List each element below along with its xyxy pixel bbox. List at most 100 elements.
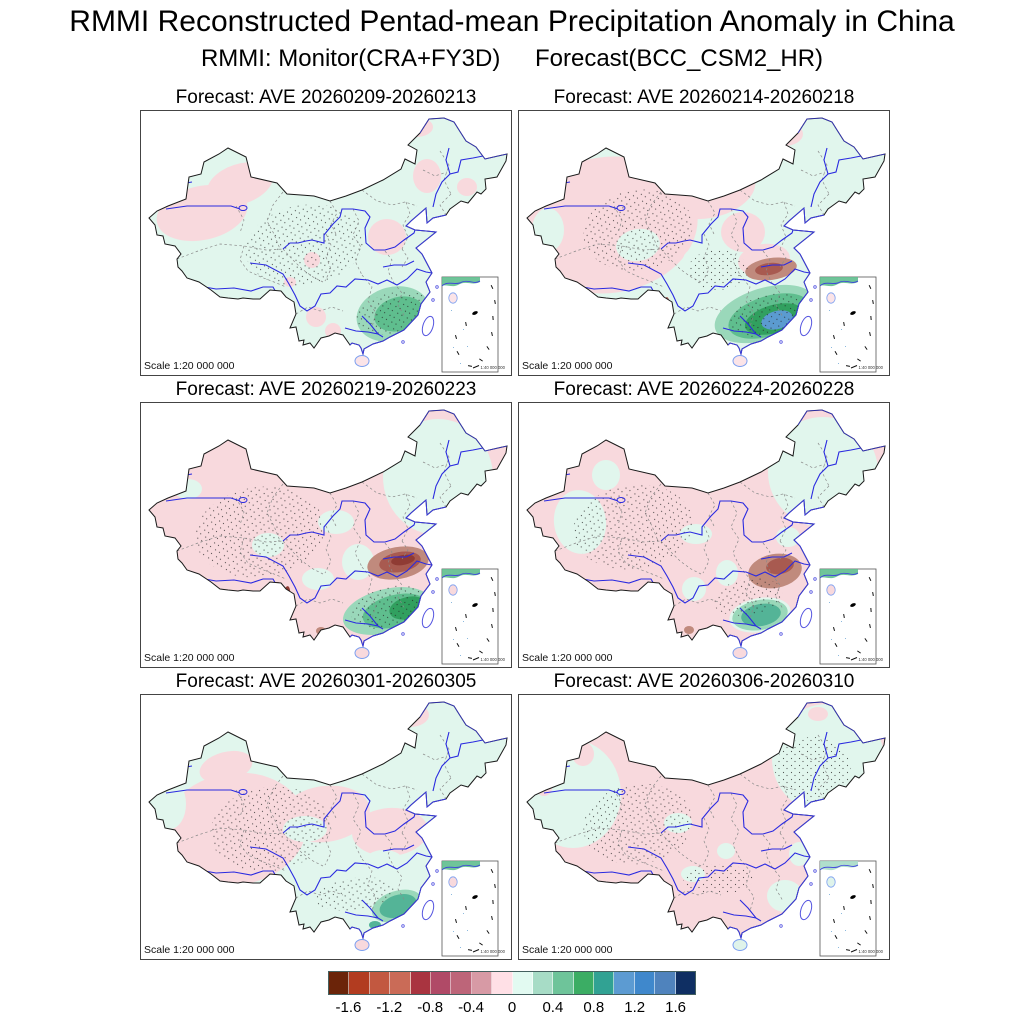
inset-blue-speck [831, 639, 832, 640]
anomaly-region [682, 577, 706, 601]
province-border [422, 753, 448, 761]
inset-nine-dash [845, 365, 851, 367]
inset-blue-speck [841, 621, 842, 622]
inset-coastline [819, 280, 859, 287]
inset-scale-dash [472, 365, 480, 369]
panel-frame [518, 110, 890, 376]
inset-blue-speck [451, 310, 452, 311]
colorbar-tick-label: 1.6 [665, 999, 686, 1016]
taiwan-island [421, 315, 435, 337]
province-border [352, 792, 363, 860]
province-border [401, 201, 411, 250]
colorbar-segment [532, 972, 554, 994]
inset-nine-dash [869, 915, 871, 921]
river [249, 262, 433, 312]
colorbar-segment [594, 972, 615, 994]
inset-nine-dash [872, 883, 874, 889]
inset-nine-dash [857, 942, 861, 946]
river [361, 607, 379, 627]
inset-scale-label: 1:40 000 000 [859, 657, 884, 662]
colorbar-tick-label: 0 [507, 999, 517, 1016]
inset-nine-dash [467, 365, 473, 367]
inset-island-group [472, 603, 478, 607]
inset-nine-dash [857, 358, 861, 362]
province-border [730, 208, 741, 276]
inset-nine-dash [864, 930, 868, 934]
province-border [644, 483, 662, 542]
inset-nine-dash [494, 883, 496, 889]
coastal-islet [431, 590, 435, 594]
inset-coast-anomaly [442, 569, 480, 579]
inset-blue-speck [451, 602, 452, 603]
province-border [644, 775, 662, 834]
province-border [401, 248, 409, 268]
province-border [613, 205, 623, 234]
inset-nine-dash [832, 334, 836, 340]
province-border [266, 775, 284, 834]
inset-island-group [472, 311, 478, 315]
colorbar-tick-label: -1.2 [376, 999, 403, 1016]
anomaly-region [302, 568, 334, 590]
inset-nine-dash [843, 613, 845, 619]
colorbar-tick-label: 0.4 [542, 999, 564, 1016]
colorbar [328, 971, 696, 995]
province-border [707, 492, 716, 527]
stipple-overlay [688, 250, 748, 290]
forecast-map-panel: Forecast: AVE 20260219-20260223 Scale 1:2… [140, 379, 512, 668]
province-border [673, 306, 722, 315]
province-border [361, 189, 418, 207]
inset-blue-speck [463, 913, 464, 914]
inset-blue-speck [845, 930, 846, 931]
province-border [739, 189, 796, 207]
inset-scale-dash [850, 949, 858, 953]
coastal-islet [435, 577, 439, 581]
province-border [739, 274, 755, 328]
inset-nine-dash [490, 284, 494, 290]
lake [616, 789, 626, 795]
china-anomaly-map: Scale 1:20 000 000 1:40 000 000 [140, 402, 512, 668]
province-border [266, 483, 284, 542]
inset-blue-speck [841, 329, 842, 330]
colorbar-tick-label: -0.4 [458, 999, 485, 1016]
inset-nine-dash [864, 346, 868, 350]
anomaly-region [808, 707, 828, 721]
anomaly-region [306, 307, 326, 327]
inset-nine-dash [467, 949, 473, 951]
inset-nine-dash [479, 358, 483, 362]
stipple-overlay [583, 783, 693, 865]
river [282, 500, 416, 543]
coastal-islet [809, 590, 813, 594]
colorbar-tick-label: 0.8 [583, 999, 605, 1016]
hainan-island [732, 647, 748, 659]
china-anomaly-map: Scale 1:20 000 000 1:40 000 000 [518, 402, 890, 668]
coastal-islet [809, 298, 813, 302]
coastline [727, 790, 825, 940]
anomaly-region [342, 544, 374, 580]
panel-title: Forecast: AVE 20260224-20260228 [553, 379, 855, 400]
colorbar-segment [492, 972, 513, 994]
inset-nine-dash [486, 930, 490, 934]
coastal-islet [435, 869, 439, 873]
inset-blue-speck [460, 947, 461, 948]
lake [238, 789, 248, 795]
inset-nine-dash [857, 650, 861, 654]
province-border [613, 789, 623, 818]
inset-hainan [448, 292, 458, 304]
province-border [239, 537, 287, 580]
stipple-overlay [683, 864, 753, 894]
forecast-map-panel: Forecast: AVE 20260224-20260228 Scale 1:2… [518, 379, 890, 668]
coastal-islet [779, 632, 783, 636]
hainan-island [732, 939, 748, 951]
province-border [439, 485, 452, 508]
inset-nine-dash [486, 346, 490, 350]
province-border [422, 461, 448, 469]
province-border [730, 500, 741, 568]
province-border [800, 461, 826, 469]
scale-label: Scale 1:20 000 000 [144, 652, 235, 664]
inset-blue-speck [838, 947, 839, 948]
province-border [329, 492, 338, 527]
province-border [393, 574, 406, 610]
river [660, 500, 794, 543]
inset-blue-speck [838, 363, 839, 364]
province-border [644, 191, 662, 250]
